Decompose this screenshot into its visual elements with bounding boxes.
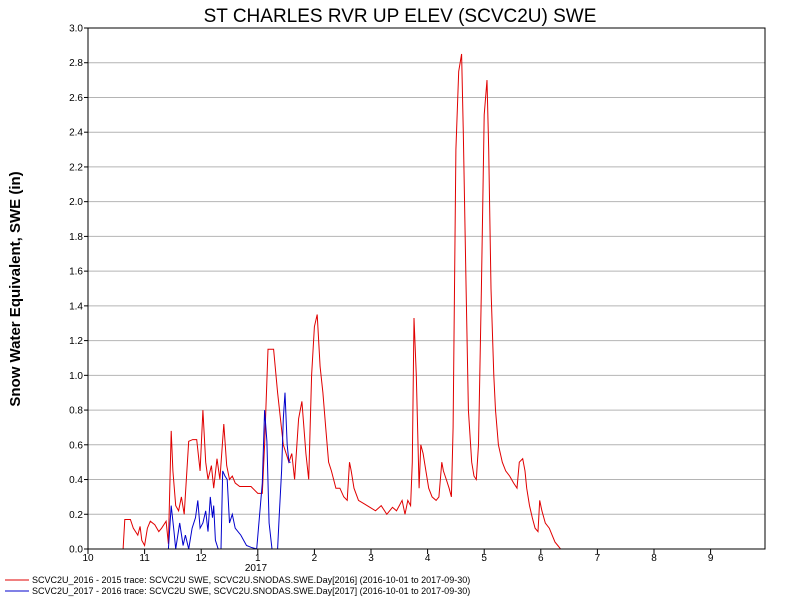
plot-frame [87, 27, 766, 550]
x-tick-label: 7 [595, 553, 601, 564]
y-tick-label: 1.0 [69, 371, 83, 382]
y-axis-label: Snow Water Equivalent, SWE (in) [7, 171, 24, 406]
y-tick-label: 3.0 [69, 24, 83, 35]
chart-title: ST CHARLES RVR UP ELEV (SCVC2U) SWE [204, 6, 597, 27]
x-tick-label: 5 [481, 553, 487, 564]
y-tick-label: 1.4 [69, 301, 83, 312]
y-tick-label: 0.4 [69, 475, 83, 486]
y-tick-label: 1.8 [69, 232, 83, 243]
x-tick-label: 2 [312, 553, 318, 564]
series-line-1 [122, 53, 561, 550]
y-tick-label: 2.2 [69, 162, 83, 173]
y-tick-label: 0.8 [69, 406, 83, 417]
x-tick-label: 3 [368, 553, 374, 564]
x-tick-label: 11 [139, 553, 150, 564]
x-tick-label: 8 [651, 553, 657, 564]
legend: SCVC2U_2016 - 2015 trace: SCVC2U SWE, SC… [5, 575, 470, 596]
legend-label-1: SCVC2U_2016 - 2015 trace: SCVC2U SWE, SC… [32, 575, 470, 585]
x-axis-ticks: 10 11 12 1 2 3 4 5 6 7 8 9 [82, 549, 714, 564]
y-tick-label: 1.6 [69, 267, 83, 278]
y-tick-label: 0.0 [69, 545, 83, 556]
y-tick-label: 0.6 [69, 440, 83, 451]
x-tick-label: 10 [82, 553, 94, 564]
y-tick-label: 2.0 [69, 197, 83, 208]
legend-label-2: SCVC2U_2017 - 2016 trace: SCVC2U SWE, SC… [32, 586, 470, 596]
y-tick-label: 2.6 [69, 93, 83, 104]
grid-lines [88, 62, 765, 515]
y-axis-ticks: 0.0 0.2 0.4 0.6 0.8 1.0 1.2 1.4 1.6 1.8 2.0 2.2 2.4 2… [69, 24, 88, 556]
y-tick-label: 2.4 [69, 128, 83, 139]
y-tick-label: 0.2 [69, 510, 83, 521]
x-tick-label: 6 [538, 553, 544, 564]
series-layer [122, 53, 561, 550]
year-label: 2017 [245, 563, 268, 574]
x-tick-label: 9 [708, 553, 714, 564]
y-tick-label: 1.2 [69, 336, 83, 347]
x-tick-label: 1 [255, 553, 261, 564]
x-tick-label: 12 [196, 553, 208, 564]
x-tick-label: 4 [425, 553, 431, 564]
y-tick-label: 2.8 [69, 58, 83, 69]
